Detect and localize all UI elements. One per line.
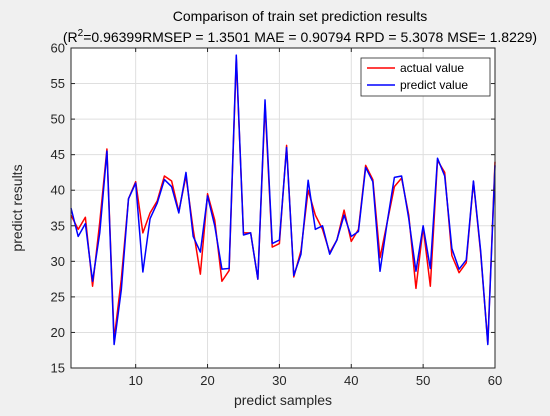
subtitle-superscript: 2 xyxy=(78,28,84,39)
y-tick-label: 45 xyxy=(51,147,65,162)
plot-frame xyxy=(70,47,496,369)
legend-box xyxy=(360,57,491,97)
subtitle-prefix: (R xyxy=(63,29,78,45)
legend: actual value predict value xyxy=(360,57,491,97)
x-axis-label: predict samples xyxy=(234,392,332,408)
chart-title: Comparison of train set prediction resul… xyxy=(173,8,427,24)
y-tick-label: 35 xyxy=(51,218,65,233)
y-tick-label: 30 xyxy=(51,254,65,269)
x-tick-label: 20 xyxy=(200,373,214,388)
series-layer xyxy=(70,54,496,346)
x-tick-label: 60 xyxy=(488,373,502,388)
x-tick-label: 10 xyxy=(128,373,142,388)
x-tick-label: 50 xyxy=(416,373,430,388)
y-axis-label: predict results xyxy=(9,164,25,251)
chart-subtitle: (R2=0.96399RMSEP = 1.3501 MAE = 0.90794 … xyxy=(63,28,537,45)
y-tick-label: 55 xyxy=(51,76,65,91)
y-tick-label: 60 xyxy=(51,41,65,56)
legend-label-actual: actual value xyxy=(400,61,464,75)
y-tick-label: 25 xyxy=(51,289,65,304)
y-tick-label: 15 xyxy=(51,361,65,376)
y-tick-label: 20 xyxy=(51,325,65,340)
x-tick-label: 40 xyxy=(344,373,358,388)
y-tick-label: 50 xyxy=(51,112,65,127)
subtitle-metrics: =0.96399RMSEP = 1.3501 MAE = 0.90794 RPD… xyxy=(83,29,537,45)
series-line-predict-value xyxy=(70,54,496,346)
y-tick-label: 40 xyxy=(51,183,65,198)
tick-layer: 10 20 30 40 50 60 15 20 25 30 35 40 45 50 55 60 xyxy=(51,41,503,389)
legend-label-predict: predict value xyxy=(400,78,468,92)
x-tick-label: 30 xyxy=(272,373,286,388)
plot-area xyxy=(71,48,495,368)
